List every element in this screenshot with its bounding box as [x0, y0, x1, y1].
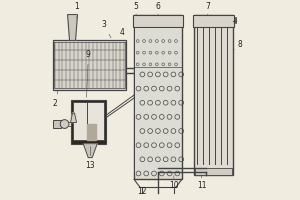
Bar [193, 15, 234, 27]
Text: 10: 10 [169, 175, 178, 190]
Text: 11: 11 [197, 175, 206, 190]
Bar [133, 15, 183, 27]
Text: 2: 2 [52, 91, 58, 108]
Text: 13: 13 [85, 146, 95, 170]
Bar [53, 40, 126, 90]
Text: 7: 7 [205, 2, 210, 15]
Bar [73, 102, 104, 140]
Polygon shape [87, 124, 96, 140]
Text: 12: 12 [137, 182, 148, 196]
Bar [134, 15, 182, 179]
Text: 1: 1 [74, 2, 79, 18]
Polygon shape [70, 113, 76, 122]
Circle shape [60, 120, 69, 128]
Text: 9: 9 [86, 50, 91, 97]
Text: 5: 5 [134, 2, 139, 15]
Polygon shape [68, 15, 77, 40]
Text: 4: 4 [120, 28, 125, 44]
Text: 8: 8 [233, 40, 242, 50]
Bar [195, 168, 232, 175]
Bar [53, 120, 61, 128]
Bar [194, 15, 233, 175]
Polygon shape [83, 144, 97, 158]
Bar [135, 28, 181, 175]
Text: 3: 3 [102, 20, 111, 38]
Bar [54, 42, 125, 88]
Text: 6: 6 [155, 2, 160, 15]
Bar [70, 100, 106, 144]
